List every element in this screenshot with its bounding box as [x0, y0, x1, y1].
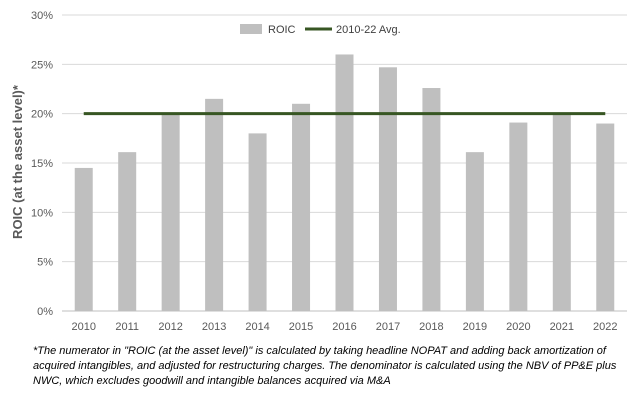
- x-tick-label: 2019: [463, 321, 487, 333]
- y-tick-label: 0%: [37, 306, 53, 318]
- x-tick-label: 2018: [419, 321, 443, 333]
- legend-label-avg: 2010-22 Avg.: [336, 24, 401, 36]
- y-axis-label: ROIC (at the asset level)*: [10, 84, 25, 239]
- y-axis-ticks: 0% 5% 10% 15% 20% 25% 30%: [31, 10, 53, 318]
- y-tick-label: 30%: [31, 10, 53, 22]
- bars: [74, 54, 615, 312]
- bar: [74, 167, 93, 311]
- y-tick-label: 20%: [31, 109, 53, 121]
- x-tick-label: 2016: [332, 321, 356, 333]
- x-tick-label: 2011: [115, 321, 139, 333]
- x-axis-ticks: 2010 2011 2012 2013 2014 2015 2016 2017 2018 2019…: [71, 321, 617, 333]
- y-tick-label: 25%: [31, 59, 53, 71]
- x-tick-label: 2021: [550, 321, 574, 333]
- x-tick-label: 2012: [158, 321, 182, 333]
- bar: [422, 88, 441, 311]
- bar: [465, 152, 484, 311]
- bar: [509, 122, 528, 312]
- bar: [118, 152, 137, 311]
- legend-swatch-roic: [240, 24, 262, 34]
- x-tick-label: 2014: [245, 321, 269, 333]
- bar: [205, 98, 224, 311]
- bar: [552, 113, 571, 312]
- x-tick-label: 2022: [593, 321, 617, 333]
- roic-chart: 0% 5% 10% 15% 20% 25% 30% 2010 2011 2012 2013 2014…: [10, 10, 627, 333]
- legend: ROIC 2010-22 Avg.: [240, 24, 401, 36]
- x-tick-label: 2017: [376, 321, 400, 333]
- y-tick-label: 15%: [31, 158, 53, 170]
- x-tick-label: 2013: [202, 321, 226, 333]
- bar: [596, 123, 615, 312]
- y-tick-label: 5%: [37, 257, 53, 269]
- legend-label-roic: ROIC: [268, 24, 296, 36]
- bar: [161, 114, 180, 311]
- bar: [292, 103, 311, 311]
- x-tick-label: 2010: [71, 321, 95, 333]
- bar: [335, 54, 354, 311]
- footnote: *The numerator in "ROIC (at the asset le…: [33, 345, 617, 387]
- bar: [378, 67, 397, 311]
- x-tick-label: 2020: [506, 321, 530, 333]
- y-tick-label: 10%: [31, 207, 53, 219]
- bar: [248, 133, 267, 311]
- x-tick-label: 2015: [289, 321, 313, 333]
